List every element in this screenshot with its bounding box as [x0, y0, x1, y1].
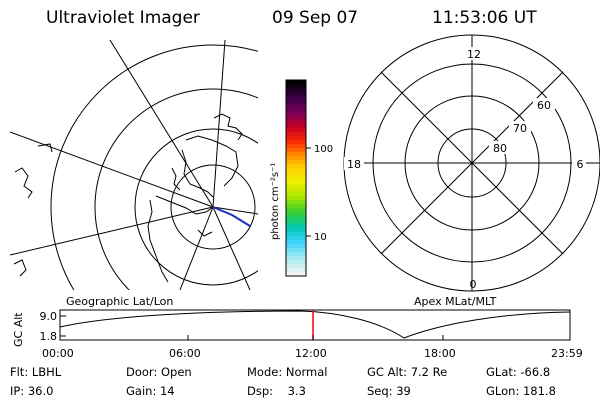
- mlt-label-6: 6: [577, 158, 584, 171]
- colorbar-cell: [286, 224, 306, 229]
- xtick-0000: 00:00: [42, 347, 74, 360]
- coastlines: [13, 113, 243, 283]
- ytick-1-8: 1.8: [40, 330, 58, 343]
- colorbar-cell: [286, 152, 306, 157]
- info-seq: Seq: 39: [367, 384, 411, 398]
- colorbar-cell: [286, 132, 306, 137]
- info-ip: IP: 36.0: [10, 384, 54, 398]
- colorbar-cell: [286, 244, 306, 249]
- colorbar-cell: [286, 236, 306, 241]
- colorbar-cell: [286, 144, 306, 149]
- colorbar-cell: [286, 96, 306, 101]
- date-display: 09 Sep 07: [272, 8, 359, 28]
- colorbar-cell: [286, 172, 306, 177]
- colorbar-cell: [286, 260, 306, 265]
- colorbar-cell: [286, 216, 306, 221]
- info-dsp: Dsp: 3.3: [247, 384, 306, 398]
- colorbar-tick-10: 10: [314, 232, 327, 243]
- colorbar-cell: [286, 104, 306, 109]
- colorbar-cell: [286, 100, 306, 105]
- altitude-ylabel: GC Alt: [12, 312, 25, 347]
- mlt-label-18: 18: [347, 158, 361, 171]
- info-door: Door: Open: [126, 365, 192, 379]
- colorbar-cell: [286, 180, 306, 185]
- geographic-label: Geographic Lat/Lon: [66, 295, 174, 308]
- latitude-circles: [50, 44, 258, 290]
- polar-labels: 12 18 6 0 60 70 80: [344, 47, 586, 291]
- colorbar-cell: [286, 220, 306, 225]
- info-glon: GLon: 181.8: [486, 384, 556, 398]
- xtick-0600: 06:00: [169, 347, 201, 360]
- colorbar-cell: [286, 256, 306, 261]
- colorbar-cell: [286, 124, 306, 129]
- colorbar-cell: [286, 248, 306, 253]
- info-gain: Gain: 14: [126, 384, 175, 398]
- time-display: 11:53:06 UT: [432, 8, 537, 28]
- mlat-label-80: 80: [493, 142, 507, 155]
- colorbar: 100 10 photon cm⁻²s⁻¹: [270, 79, 333, 277]
- colorbar-cell: [286, 264, 306, 269]
- apex-label: Apex MLat/MLT: [414, 295, 497, 308]
- info-mode: Mode: Normal: [247, 365, 328, 379]
- info-gc-alt: GC Alt: 7.2 Re: [367, 365, 448, 379]
- mlat-label-70: 70: [513, 122, 527, 135]
- xtick-1200: 12:00: [295, 347, 327, 360]
- colorbar-cell: [286, 168, 306, 173]
- altitude-curve: [59, 310, 571, 339]
- colorbar-cell: [286, 228, 306, 233]
- colorbar-cell: [286, 148, 306, 153]
- colorbar-cell: [286, 184, 306, 189]
- ytick-9: 9.0: [40, 310, 58, 323]
- colorbar-cell: [286, 164, 306, 169]
- mlt-label-0: 0: [470, 278, 477, 291]
- meridian-lines: [10, 40, 258, 290]
- xtick-2359: 23:59: [551, 347, 583, 360]
- colorbar-cell: [286, 160, 306, 165]
- info-flt: Flt: LBHL: [10, 365, 62, 379]
- colorbar-cell: [286, 200, 306, 205]
- colorbar-label: photon cm⁻²s⁻¹: [270, 163, 281, 240]
- colorbar-cell: [286, 84, 306, 89]
- colorbar-cell: [286, 176, 306, 181]
- colorbar-cell: [286, 112, 306, 117]
- app-title: Ultraviolet Imager: [46, 8, 200, 28]
- colorbar-cell: [286, 108, 306, 113]
- colorbar-cell: [286, 268, 306, 273]
- colorbar-cell: [286, 212, 306, 217]
- colorbar-cell: [286, 140, 306, 145]
- colorbar-cell: [286, 92, 306, 97]
- xtick-1800: 18:00: [424, 347, 456, 360]
- colorbar-cell: [286, 116, 306, 121]
- altitude-plot: 9.0 1.8 GC Alt: [12, 309, 571, 347]
- colorbar-cell: [286, 232, 306, 237]
- colorbar-cell: [286, 128, 306, 133]
- colorbar-cell: [286, 208, 306, 213]
- colorbar-cell: [286, 136, 306, 141]
- colorbar-cell: [286, 192, 306, 197]
- colorbar-cell: [286, 188, 306, 193]
- colorbar-cell: [286, 120, 306, 125]
- geographic-map: [10, 40, 258, 290]
- colorbar-cell: [286, 240, 306, 245]
- colorbar-cell: [286, 252, 306, 257]
- mlat-label-60: 60: [537, 99, 551, 112]
- colorbar-cell: [286, 272, 306, 277]
- colorbar-cell: [286, 88, 306, 93]
- colorbar-cell: [286, 80, 306, 85]
- colorbar-cell: [286, 156, 306, 161]
- info-glat: GLat: -66.8: [486, 365, 551, 379]
- polar-plot: [343, 34, 600, 292]
- satellite-track: [212, 206, 251, 227]
- colorbar-cell: [286, 204, 306, 209]
- colorbar-cell: [286, 196, 306, 201]
- colorbar-tick-100: 100: [314, 144, 333, 155]
- mlt-label-12: 12: [467, 48, 481, 61]
